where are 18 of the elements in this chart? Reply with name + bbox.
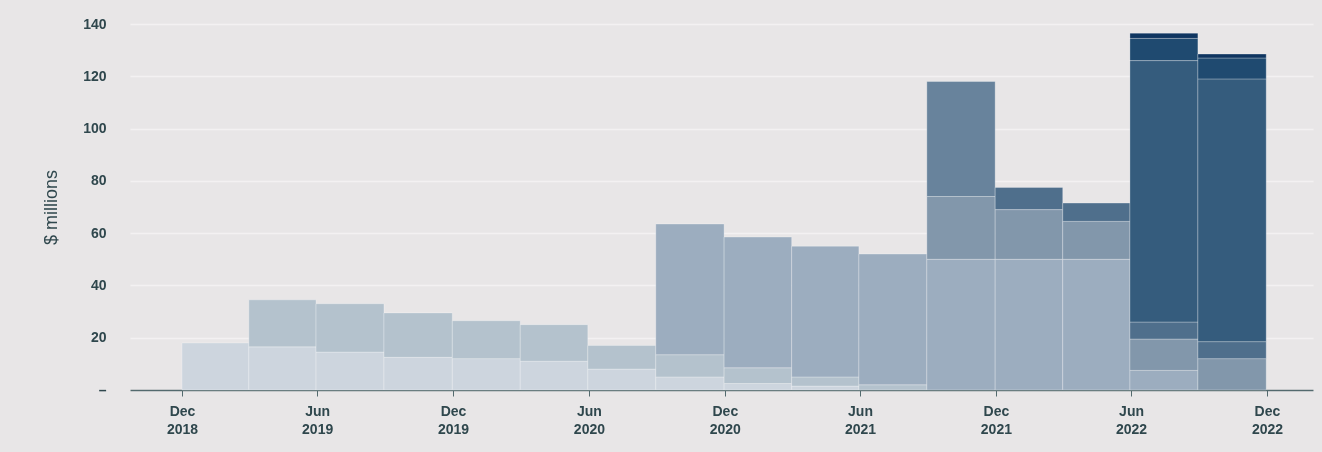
y-tick-label: 80 bbox=[90, 172, 107, 189]
y-tick-label: – bbox=[98, 381, 107, 398]
x-tick-label: Dec 2020 bbox=[709, 402, 742, 437]
y-tick-label: 40 bbox=[90, 276, 107, 293]
y-tick-label: 140 bbox=[83, 15, 107, 32]
y-tick-label: 100 bbox=[83, 120, 107, 137]
x-tick-label: Jun 2022 bbox=[1115, 402, 1148, 437]
x-tick-label: Dec 2022 bbox=[1251, 402, 1284, 437]
y-axis-title: $ millions bbox=[41, 169, 62, 246]
x-tick-label: Jun 2020 bbox=[573, 402, 606, 437]
y-tick-label: 20 bbox=[90, 329, 107, 346]
x-tick-label: Dec 2019 bbox=[437, 402, 470, 437]
y-tick-label: 60 bbox=[90, 224, 107, 241]
y-tick-label: 120 bbox=[83, 67, 107, 84]
x-tick-label: Dec 2018 bbox=[166, 402, 199, 437]
x-tick-label: Dec 2021 bbox=[980, 402, 1013, 437]
x-tick-label: Jun 2021 bbox=[844, 402, 877, 437]
x-tick-label: Jun 2019 bbox=[302, 402, 334, 437]
